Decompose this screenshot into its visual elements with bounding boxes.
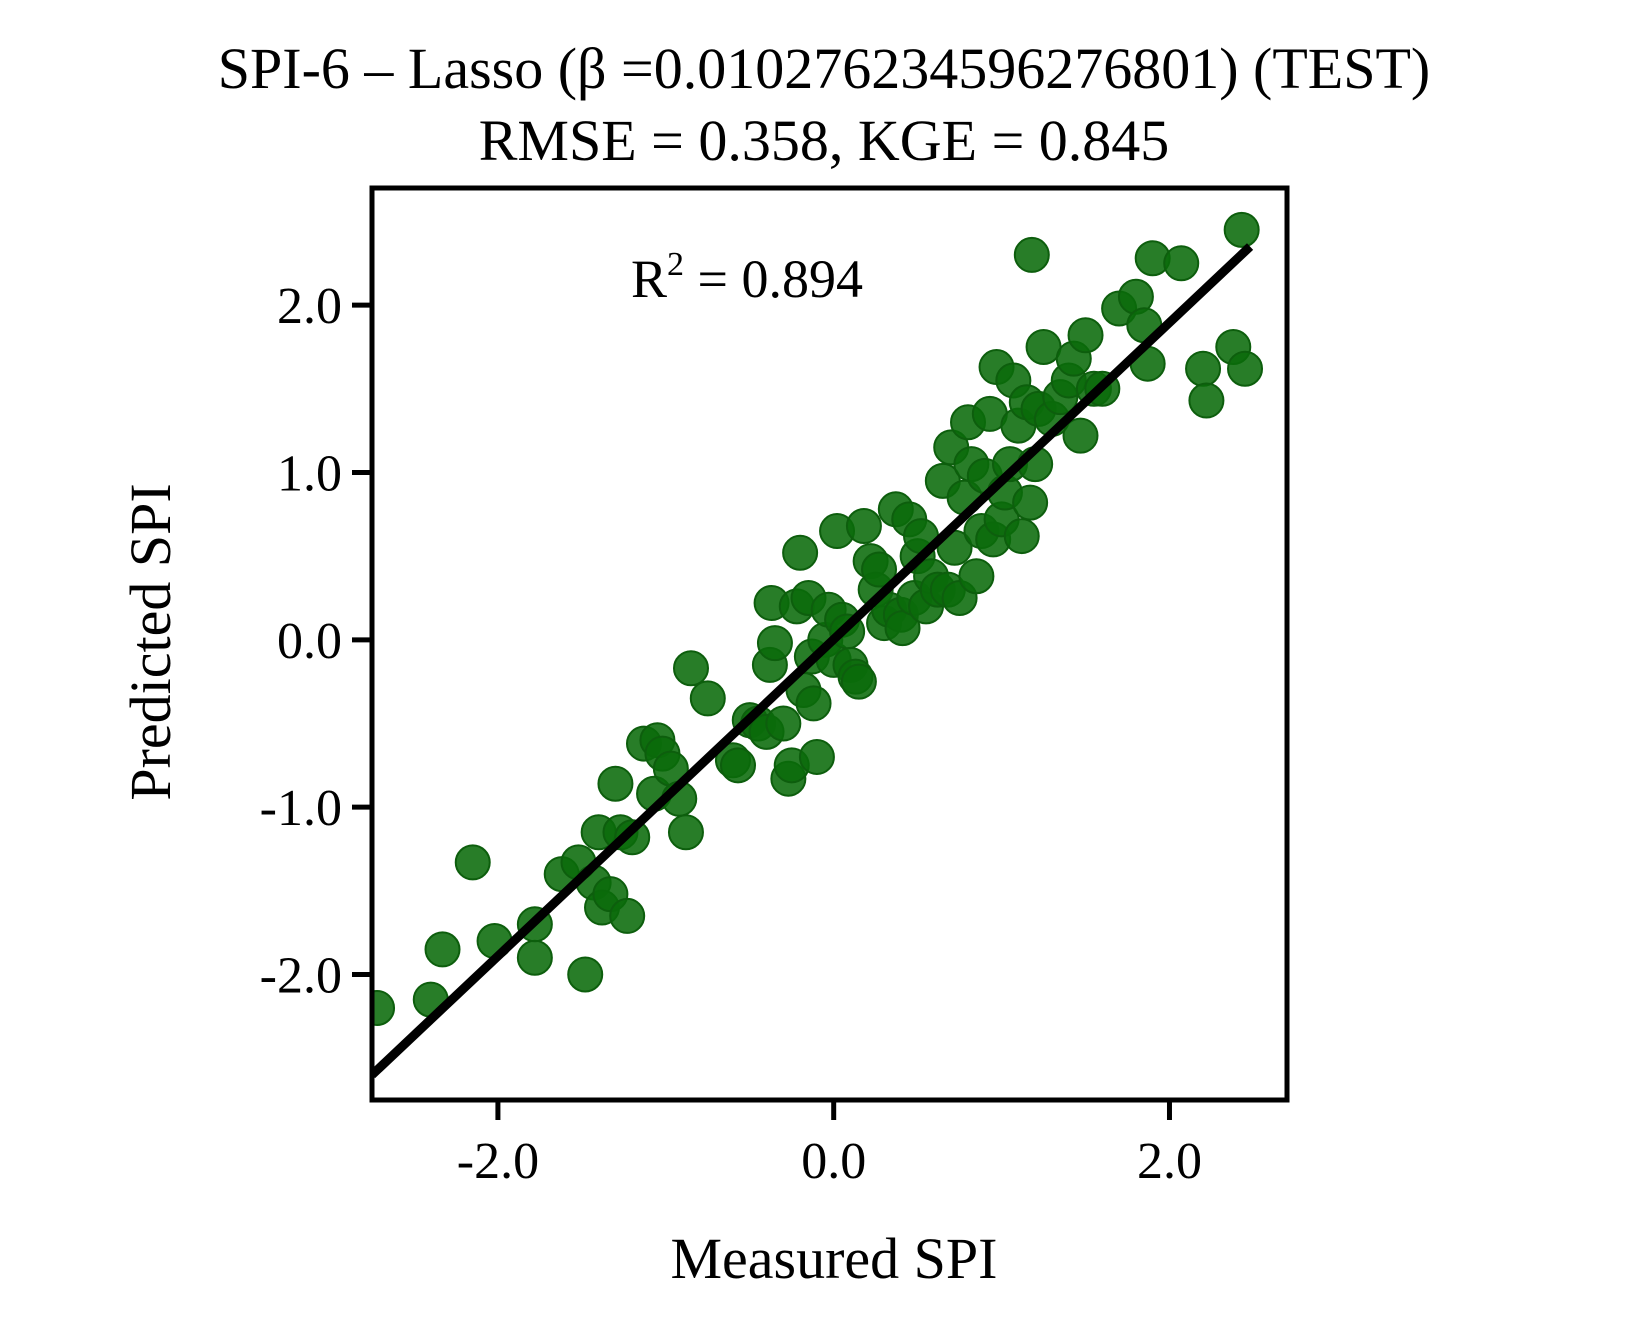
- r-squared-sup: 2: [667, 246, 684, 283]
- data-point: [840, 663, 877, 700]
- data-point: [516, 939, 553, 976]
- data-point: [672, 650, 709, 687]
- y-tick-label: -1.0: [260, 780, 342, 837]
- data-point: [720, 747, 756, 784]
- y-tick-label: -2.0: [260, 947, 342, 1004]
- y-tick-label: 2.0: [277, 278, 342, 335]
- r-squared-value: = 0.894: [684, 249, 863, 309]
- data-point: [597, 765, 634, 802]
- data-point: [1062, 417, 1099, 454]
- y-tick-label: 1.0: [277, 445, 342, 502]
- x-axis-label: Measured SPI: [670, 1226, 997, 1291]
- data-point: [424, 931, 461, 968]
- r-squared-annotation: R2 = 0.894: [631, 246, 863, 309]
- fit-line-layer: [372, 243, 1254, 1079]
- chart-title: SPI-6 – Lasso (β =0.010276234596276801) …: [218, 36, 1430, 101]
- data-point: [1003, 518, 1040, 555]
- data-point: [958, 558, 995, 595]
- data-point: [861, 551, 898, 588]
- x-tick-label: 2.0: [1137, 1133, 1202, 1190]
- data-point: [765, 705, 802, 742]
- data-point: [614, 819, 651, 856]
- data-point: [1012, 484, 1049, 521]
- data-point: [798, 738, 835, 775]
- data-point: [454, 844, 491, 881]
- y-axis-label: Predicted SPI: [118, 483, 183, 800]
- data-point: [1163, 245, 1200, 282]
- y-tick-label: 0.0: [277, 613, 342, 670]
- data-point: [667, 814, 704, 851]
- data-point: [795, 685, 832, 722]
- fit-line: [372, 243, 1254, 1079]
- plot-frame: [369, 185, 1290, 1103]
- x-axis-ticks: -2.0 0.0 2.0: [457, 1100, 1202, 1190]
- data-point: [609, 897, 646, 934]
- data-point: [1188, 382, 1225, 419]
- data-point: [689, 680, 726, 717]
- x-tick-label: 0.0: [801, 1133, 866, 1190]
- data-points: [372, 211, 1264, 1026]
- chart-subtitle: RMSE = 0.358, KGE = 0.845: [479, 108, 1170, 173]
- data-point: [1067, 317, 1104, 354]
- data-point: [845, 508, 882, 545]
- data-point: [782, 534, 819, 571]
- data-point: [756, 625, 793, 662]
- data-point: [1013, 236, 1050, 273]
- y-axis-ticks: -2.0 -1.0 0.0 1.0 2.0: [260, 278, 372, 1004]
- data-point: [1025, 328, 1062, 365]
- data-point: [372, 989, 396, 1026]
- x-tick-label: -2.0: [457, 1133, 539, 1190]
- r-squared-prefix: R: [631, 249, 667, 309]
- data-point: [1185, 350, 1222, 387]
- data-point: [1227, 350, 1264, 387]
- data-point: [1223, 211, 1260, 248]
- data-point: [567, 956, 604, 993]
